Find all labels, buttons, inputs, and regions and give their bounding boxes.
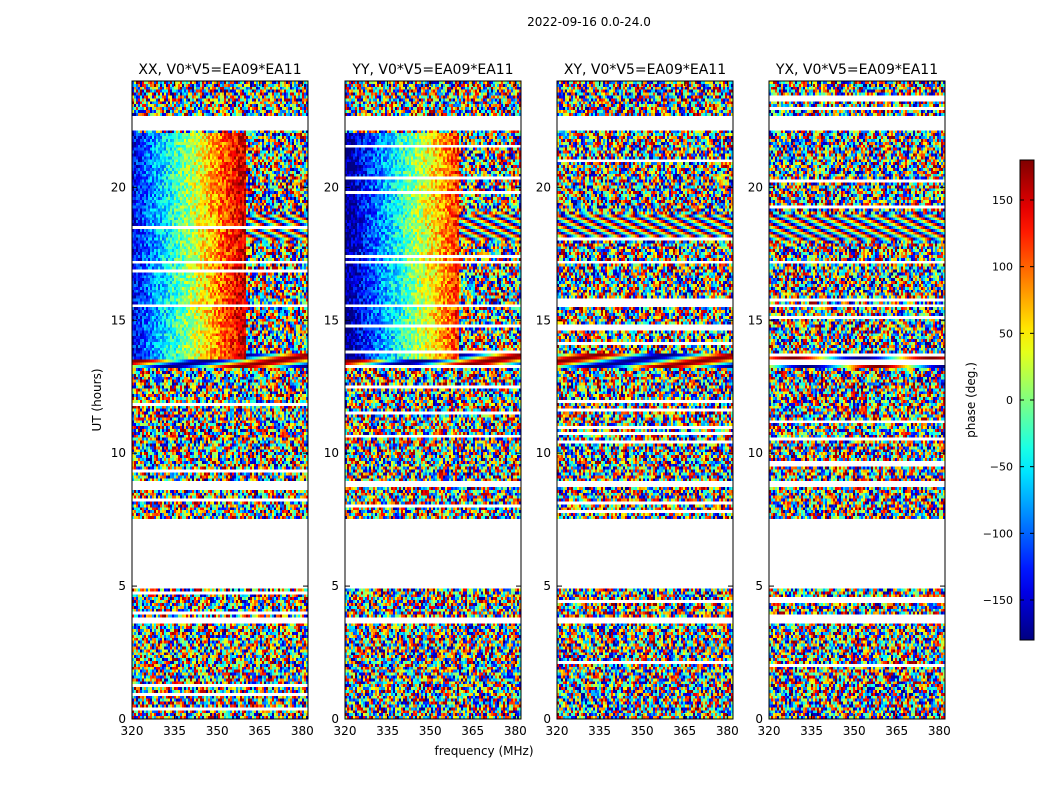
colorbar-label: phase (deg.)	[964, 362, 978, 438]
y-tick-label: 5	[543, 579, 551, 593]
panel-frame	[131, 80, 309, 720]
x-tick-label: 335	[800, 724, 823, 738]
x-tick-label: 350	[206, 724, 229, 738]
y-tick-label: 0	[118, 712, 126, 726]
x-tick-label: 335	[376, 724, 399, 738]
panel-yx: YX, V0*V5=EA09*EA11 320 335 350 365 380 0 5 10 15…	[748, 62, 951, 738]
panel-frame	[344, 80, 522, 720]
panel-xy: XY, V0*V5=EA09*EA11 320 335 350 365 380 0 5 10 15…	[536, 62, 739, 738]
x-tick-label: 350	[419, 724, 442, 738]
colorbar-tick-label: −100	[983, 527, 1013, 540]
x-tick-label: 380	[716, 724, 739, 738]
panel-title: XX, V0*V5=EA09*EA11	[138, 62, 301, 78]
colorbar-tick-label: −150	[983, 594, 1013, 607]
colorbar-tick-label: −50	[990, 461, 1013, 474]
x-tick-label: 320	[121, 724, 144, 738]
y-tick-label: 5	[118, 579, 126, 593]
y-tick-label: 10	[324, 446, 339, 460]
y-tick-label: 15	[324, 313, 339, 327]
y-tick-label: 15	[748, 313, 763, 327]
panel-heatmap-image	[132, 81, 308, 719]
y-tick-label: 0	[331, 712, 339, 726]
x-tick-label: 335	[588, 724, 611, 738]
panel-title: YX, V0*V5=EA09*EA11	[775, 62, 938, 78]
y-tick-label: 20	[324, 180, 339, 194]
colorbar: −150 −100 −50 0 50 100 150	[983, 159, 1035, 641]
y-tick-label: 20	[748, 180, 763, 194]
y-tick-label: 15	[111, 313, 126, 327]
y-tick-label: 5	[331, 579, 339, 593]
y-tick-label: 5	[755, 579, 763, 593]
x-tick-label: 380	[504, 724, 527, 738]
y-tick-label: 10	[748, 446, 763, 460]
panel-heatmap-image	[557, 81, 733, 719]
y-tick-label: 15	[536, 313, 551, 327]
x-tick-label: 350	[843, 724, 866, 738]
x-tick-label: 320	[334, 724, 357, 738]
panel-group: XX, V0*V5=EA09*EA11 320 335 350 365 380 0 5 10 15…	[111, 62, 951, 738]
panel-heatmap-image	[769, 81, 945, 719]
x-tick-label: 320	[546, 724, 569, 738]
x-tick-label: 365	[885, 724, 908, 738]
x-tick-label: 365	[248, 724, 271, 738]
y-tick-label: 10	[111, 446, 126, 460]
y-tick-label: 20	[111, 180, 126, 194]
panel-frame	[768, 80, 946, 720]
x-tick-label: 365	[461, 724, 484, 738]
y-tick-label: 10	[536, 446, 551, 460]
y-tick-label: 0	[543, 712, 551, 726]
panel-title: XY, V0*V5=EA09*EA11	[564, 62, 726, 78]
x-axis-label: frequency (MHz)	[434, 744, 533, 758]
x-tick-label: 380	[291, 724, 314, 738]
x-tick-label: 350	[631, 724, 654, 738]
colorbar-tick-label: 0	[1006, 394, 1013, 407]
x-tick-label: 365	[673, 724, 696, 738]
x-tick-label: 380	[928, 724, 951, 738]
y-axis-label: UT (hours)	[90, 368, 104, 431]
figure-title: 2022-09-16 0.0-24.0	[527, 15, 651, 29]
y-tick-label: 20	[536, 180, 551, 194]
y-tick-label: 0	[755, 712, 763, 726]
panel-heatmap-image	[345, 81, 521, 719]
panel-title: YY, V0*V5=EA09*EA11	[351, 62, 513, 78]
colorbar-tick-label: 50	[999, 327, 1013, 340]
x-tick-label: 320	[758, 724, 781, 738]
panel-frame	[556, 80, 734, 720]
panel-xx: XX, V0*V5=EA09*EA11 320 335 350 365 380 0 5 10 15…	[111, 62, 314, 738]
colorbar-tick-label: 100	[992, 261, 1013, 274]
panel-yy: YY, V0*V5=EA09*EA11 320 335 350 365 380 0 5 10 15…	[324, 62, 527, 738]
colorbar-tick-label: 150	[992, 194, 1013, 207]
x-tick-label: 335	[163, 724, 186, 738]
